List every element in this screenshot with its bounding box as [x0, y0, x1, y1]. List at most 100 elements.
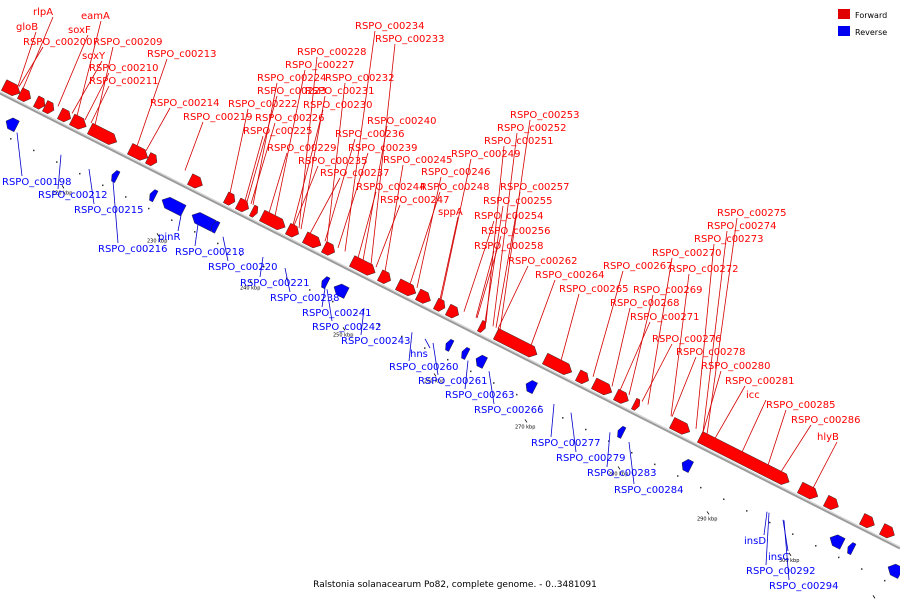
leader-line	[384, 164, 404, 272]
forward-gene-arrow	[17, 87, 31, 102]
minor-tick	[378, 324, 380, 326]
leader-line	[439, 216, 459, 300]
leader-line	[84, 72, 110, 121]
legend-reverse-swatch	[838, 26, 850, 36]
tick-marks: 220 kbp 230 kbp 240 kbp 250 kbp 260 kbp 270 k…	[10, 138, 886, 599]
leader-line	[492, 132, 518, 327]
minor-tick	[539, 405, 541, 407]
reverse-gene-arrow	[111, 170, 121, 183]
leader-line	[463, 220, 495, 312]
legend-reverse-label: Reverse	[855, 28, 887, 37]
forward-gene-label: RSPO_c00236	[335, 129, 405, 140]
leader-line	[611, 307, 631, 387]
leader-line	[18, 46, 44, 87]
reverse-gene-label: RSPO_c00266	[474, 405, 544, 416]
forward-gene-arrow	[415, 288, 431, 304]
minor-tick	[263, 265, 265, 268]
tick-label: 220 kbp	[52, 190, 72, 196]
leader-line	[22, 16, 54, 89]
leader-line	[476, 235, 502, 319]
forward-gene-arrow	[631, 397, 641, 411]
reverse-gene-label: RSPO_c00215	[74, 205, 144, 216]
leader-line	[765, 512, 770, 566]
minor-tick	[838, 556, 840, 559]
forward-gene-arrow	[302, 231, 322, 249]
forward-gene-label: RSPO_c00257	[500, 182, 570, 193]
forward-gene-label: RSPO_c00209	[93, 37, 163, 48]
forward-gene-label: soxY	[82, 51, 106, 62]
genome-backbone	[0, 91, 900, 550]
leader-line	[767, 409, 787, 466]
tick-label: 260 kbp	[424, 378, 444, 384]
leader-line	[309, 177, 341, 234]
forward-gene-arrow	[42, 100, 55, 115]
tick-mark	[433, 373, 437, 377]
tick-mark	[249, 280, 253, 284]
forward-gene-label: RSPO_c00251	[484, 136, 554, 147]
minor-tick	[171, 219, 173, 221]
forward-gene-label: RSPO_c00274	[707, 221, 777, 232]
forward-gene-label: RSPO_c00223	[257, 86, 327, 97]
forward-gene-label: RSPO_c00247	[380, 195, 450, 206]
reverse-gene-label: RSPO_c00292	[746, 566, 816, 577]
leader-line	[244, 135, 264, 201]
forward-gene-label: RSPO_c00237	[320, 168, 390, 179]
reverse-gene-label: RSPO_c00294	[769, 581, 839, 592]
minor-tick	[677, 475, 679, 477]
leader-line	[268, 152, 288, 214]
forward-gene-label: gloB	[16, 22, 38, 33]
leader-line	[362, 125, 388, 261]
reverse-gene-label: RSPO_c00277	[531, 438, 601, 449]
leader-line	[497, 265, 529, 329]
forward-gene-arrow	[433, 297, 446, 312]
forward-gene-label: sppA	[438, 207, 463, 218]
reverse-gene-label: RSPO_c00241	[302, 308, 372, 319]
tick-label: 240 kbp	[240, 285, 260, 291]
forward-gene-label: RSPO_c00244	[356, 182, 426, 193]
forward-gene-arrow	[187, 173, 203, 189]
forward-gene-label: RSPO_c00239	[348, 143, 418, 154]
leader-line	[194, 224, 199, 247]
forward-gene-label: RSPO_c00254	[474, 211, 544, 222]
leader-line	[326, 289, 333, 322]
leader-line	[326, 82, 346, 243]
legend-forward-swatch	[838, 9, 850, 19]
forward-gene-arrow	[591, 377, 613, 396]
leader-line	[550, 404, 555, 438]
tick-label: 250 kbp	[333, 332, 353, 338]
minor-tick	[700, 486, 702, 489]
minor-tick	[723, 498, 725, 501]
tick-mark	[872, 595, 876, 599]
leader-line	[136, 58, 168, 147]
reverse-gene-arrow	[333, 283, 350, 299]
forward-gene-label: RSPO_c00224	[257, 73, 327, 84]
forward-gene-label: RSPO_c00229	[267, 143, 337, 154]
label-leader-lines	[16, 16, 838, 581]
forward-gene-label: RSPO_c00240	[367, 116, 437, 127]
leader-line	[145, 107, 171, 152]
forward-gene-arrow	[879, 523, 895, 539]
forward-gene-label: RSPO_c00200	[23, 37, 93, 48]
reverse-gene-label: RSPO_c00220	[208, 262, 278, 273]
forward-gene-label: RSPO_c00246	[421, 167, 491, 178]
forward-gene-label: eamA	[81, 11, 110, 22]
reverse-gene-label: RSPO_c00221	[240, 278, 310, 289]
leader-line	[812, 441, 838, 489]
reverse-gene-label: RSPO_c00261	[418, 376, 488, 387]
leader-line	[184, 121, 204, 171]
leader-line	[741, 399, 767, 453]
leader-line	[71, 60, 103, 114]
minor-tick	[447, 358, 449, 361]
forward-gene-label: RSPO_c00214	[150, 98, 220, 109]
leader-line	[293, 165, 319, 226]
forward-gene-arrow	[235, 197, 249, 213]
forward-gene-label: RSPO_c00230	[303, 100, 373, 111]
leader-line	[706, 217, 738, 435]
forward-gene-arrow	[145, 152, 158, 167]
leader-line	[375, 204, 401, 268]
leader-line	[274, 69, 306, 217]
tick-mark	[617, 466, 621, 470]
leader-line	[292, 109, 324, 226]
minor-tick	[884, 579, 886, 582]
leader-line	[409, 191, 441, 285]
